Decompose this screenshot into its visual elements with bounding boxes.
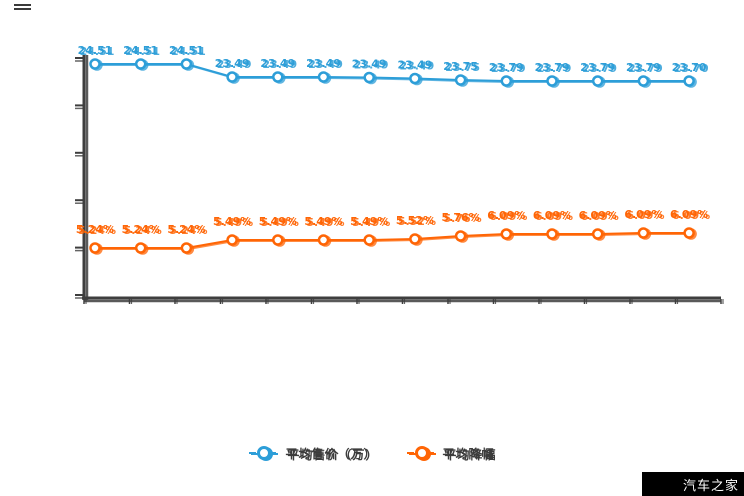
legend-item-avg-discount[interactable]: 平均降幅 bbox=[406, 445, 495, 462]
corner-mark bbox=[14, 4, 31, 14]
svg-text:5.24%: 5.24% bbox=[122, 223, 160, 236]
svg-text:23.49: 23.49 bbox=[352, 58, 387, 71]
series-marker-blue-icon bbox=[249, 445, 279, 461]
watermark-text: 汽车之家 bbox=[682, 478, 739, 494]
svg-text:5.49%: 5.49% bbox=[304, 215, 342, 228]
svg-text:5.49%: 5.49% bbox=[259, 215, 297, 228]
svg-text:6.09%: 6.09% bbox=[581, 210, 619, 223]
legend-label-avg-price: 平均售价（万） bbox=[285, 446, 377, 461]
svg-text:5.24%: 5.24% bbox=[76, 223, 114, 236]
svg-text:5.52%: 5.52% bbox=[398, 215, 436, 228]
series-marker-orange-icon bbox=[406, 445, 437, 461]
svg-text:23.49: 23.49 bbox=[308, 58, 343, 71]
svg-text:5.76%: 5.76% bbox=[444, 212, 482, 225]
svg-text:23.49: 23.49 bbox=[306, 57, 341, 70]
svg-text:23.75: 23.75 bbox=[443, 60, 478, 73]
svg-text:24.51: 24.51 bbox=[78, 44, 113, 57]
svg-text:6.09%: 6.09% bbox=[626, 209, 664, 222]
svg-text:23.79: 23.79 bbox=[535, 61, 570, 74]
svg-text:5.49%: 5.49% bbox=[350, 215, 388, 228]
svg-text:5.49%: 5.49% bbox=[215, 216, 253, 229]
svg-text:5.49%: 5.49% bbox=[352, 216, 390, 229]
svg-text:6.09%: 6.09% bbox=[624, 208, 662, 221]
svg-text:24.51: 24.51 bbox=[80, 45, 115, 58]
svg-text:5.49%: 5.49% bbox=[306, 216, 344, 229]
svg-text:24.51: 24.51 bbox=[169, 44, 204, 57]
svg-text:23.79: 23.79 bbox=[491, 62, 526, 75]
svg-text:5.76%: 5.76% bbox=[442, 211, 480, 224]
svg-text:24.51: 24.51 bbox=[171, 45, 206, 58]
svg-text:23.79: 23.79 bbox=[580, 61, 615, 74]
svg-text:24.51: 24.51 bbox=[125, 45, 160, 58]
svg-text:23.79: 23.79 bbox=[626, 61, 661, 74]
svg-text:6.09%: 6.09% bbox=[535, 210, 573, 223]
svg-text:6.09%: 6.09% bbox=[672, 209, 710, 222]
svg-text:5.49%: 5.49% bbox=[261, 216, 299, 229]
svg-text:23.49: 23.49 bbox=[400, 60, 435, 73]
svg-text:23.49: 23.49 bbox=[354, 59, 389, 72]
svg-text:24.51: 24.51 bbox=[123, 44, 158, 57]
svg-text:5.52%: 5.52% bbox=[396, 214, 434, 227]
svg-text:6.09%: 6.09% bbox=[487, 209, 525, 222]
legend-label-avg-discount: 平均降幅 bbox=[442, 446, 495, 461]
svg-text:6.09%: 6.09% bbox=[670, 208, 708, 221]
svg-text:6.09%: 6.09% bbox=[579, 209, 617, 222]
svg-text:6.09%: 6.09% bbox=[533, 209, 571, 222]
svg-text:23.49: 23.49 bbox=[215, 57, 250, 70]
svg-text:23.70: 23.70 bbox=[674, 62, 709, 75]
svg-text:23.49: 23.49 bbox=[398, 59, 433, 72]
svg-text:5.49%: 5.49% bbox=[213, 215, 251, 228]
svg-text:5.24%: 5.24% bbox=[124, 224, 162, 237]
svg-text:5.24%: 5.24% bbox=[169, 224, 207, 237]
svg-text:6.09%: 6.09% bbox=[489, 210, 527, 223]
svg-text:23.70: 23.70 bbox=[672, 61, 707, 74]
svg-text:23.75: 23.75 bbox=[445, 61, 480, 74]
svg-text:23.79: 23.79 bbox=[582, 62, 617, 75]
legend: 平均售价（万） 平均降幅 bbox=[0, 438, 744, 468]
svg-text:5.24%: 5.24% bbox=[167, 223, 205, 236]
svg-text:23.79: 23.79 bbox=[489, 61, 524, 74]
watermark-bar: 汽车之家 bbox=[642, 472, 744, 496]
svg-text:23.49: 23.49 bbox=[260, 57, 295, 70]
legend-item-avg-price[interactable]: 平均售价（万） bbox=[249, 445, 376, 462]
svg-text:23.79: 23.79 bbox=[537, 62, 572, 75]
svg-text:23.49: 23.49 bbox=[262, 58, 297, 71]
svg-text:5.24%: 5.24% bbox=[78, 224, 116, 237]
svg-text:23.79: 23.79 bbox=[628, 62, 663, 75]
svg-text:23.49: 23.49 bbox=[217, 58, 252, 71]
